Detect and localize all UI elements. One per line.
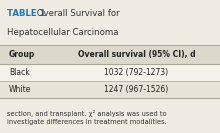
FancyBboxPatch shape xyxy=(0,81,220,98)
Text: 1247 (967-1526): 1247 (967-1526) xyxy=(104,85,169,94)
Text: Black: Black xyxy=(9,68,29,77)
FancyBboxPatch shape xyxy=(0,64,220,81)
Text: Overall Survival for: Overall Survival for xyxy=(34,9,120,18)
Text: Hepatocellular Carcinoma: Hepatocellular Carcinoma xyxy=(7,28,118,37)
Text: TABLE 1: TABLE 1 xyxy=(7,9,45,18)
Text: Overall survival (95% CI), d: Overall survival (95% CI), d xyxy=(78,50,195,59)
Text: Group: Group xyxy=(9,50,35,59)
Text: 1032 (792-1273): 1032 (792-1273) xyxy=(104,68,169,77)
Text: White: White xyxy=(9,85,31,94)
Text: section, and transplant. χ² analysis was used to
investigate differences in trea: section, and transplant. χ² analysis was… xyxy=(7,110,166,125)
FancyBboxPatch shape xyxy=(0,45,220,64)
